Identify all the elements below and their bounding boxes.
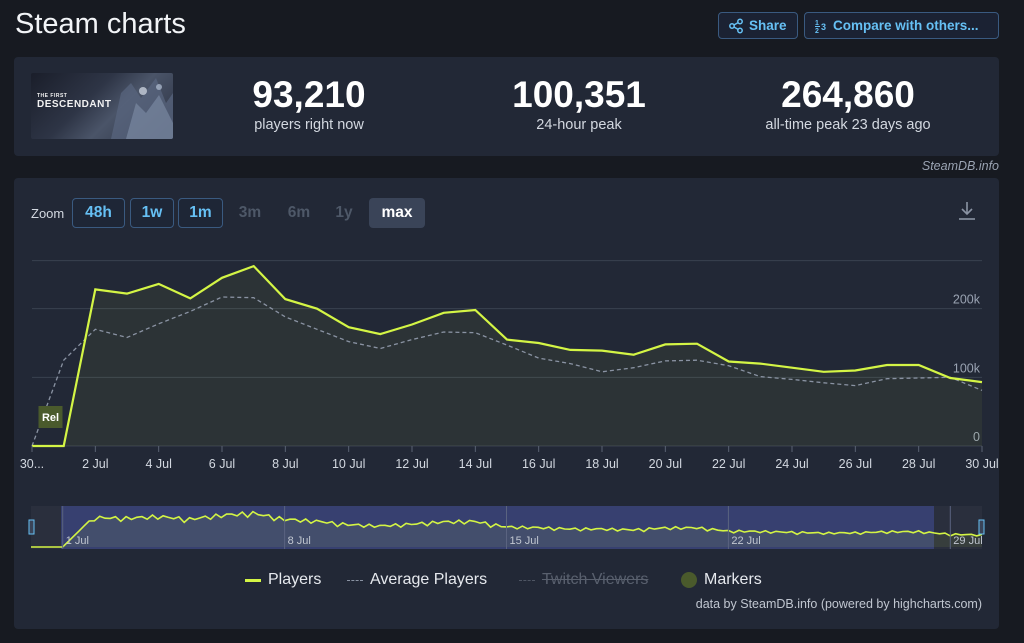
share-icon [729, 18, 743, 33]
compare-button[interactable]: 1 2 3 Compare with others... [804, 12, 999, 39]
game-logo-line2: DESCENDANT [37, 99, 112, 110]
svg-text:3: 3 [821, 22, 826, 32]
x-tick-label: 2 Jul [82, 457, 108, 471]
legend-twitch-viewers[interactable]: Twitch Viewers [519, 571, 648, 589]
average-swatch [347, 579, 363, 581]
x-tick-label: 28 Jul [902, 457, 935, 471]
legend-twitch-label: Twitch Viewers [542, 571, 649, 588]
players-line [32, 264, 983, 448]
legend-average-label: Average Players [370, 571, 488, 588]
svg-text:1: 1 [815, 20, 819, 27]
legend-players-label: Players [268, 571, 322, 588]
stat-label: players right now [254, 117, 364, 133]
stat-value: 93,210 [252, 74, 366, 115]
share-button[interactable]: Share [718, 12, 798, 39]
compare-label: Compare with others... [833, 18, 979, 33]
x-tick-label: 30 Jul [965, 457, 998, 471]
legend-markers-label: Markers [704, 571, 762, 588]
zoom-max-button[interactable]: max [369, 198, 425, 228]
average-players-line [31, 296, 983, 447]
navigator-selection[interactable] [61, 506, 934, 549]
stat-current-players: 93,210 players right now [214, 74, 404, 134]
x-tick-label: 22 Jul [712, 457, 745, 471]
game-art-illustration [111, 78, 173, 139]
download-icon[interactable] [957, 200, 977, 222]
stat-value: 100,351 [512, 74, 646, 115]
stat-value: 264,860 [781, 74, 915, 115]
x-tick-label: 26 Jul [839, 457, 872, 471]
release-marker[interactable] [38, 406, 63, 428]
x-tick-label: 12 Jul [395, 457, 428, 471]
game-logo-line1: THE FIRST [37, 93, 68, 99]
x-tick-label: 18 Jul [585, 457, 618, 471]
stat-24h-peak: 100,351 24-hour peak [484, 74, 674, 134]
chart-navigator[interactable]: 1 Jul 8 Jul 15 Jul 22 Jul 29 Jul [14, 504, 999, 552]
twitch-swatch [519, 579, 535, 581]
y-tick-label: 200k [953, 293, 981, 307]
stat-label: all-time peak 23 days ago [765, 117, 931, 133]
zoom-3m-button[interactable]: 3m [238, 204, 262, 221]
x-tick-label: 24 Jul [775, 457, 808, 471]
steamdb-credit-link[interactable]: SteamDB.info [921, 159, 999, 173]
navigator-tick-label: 29 Jul [953, 535, 982, 547]
y-tick-label: 100k [953, 361, 981, 375]
players-area-fill [32, 266, 982, 446]
sort-numbers-icon: 1 2 3 [815, 20, 826, 34]
zoom-1w-button[interactable]: 1w [130, 198, 174, 228]
legend-average-players[interactable]: Average Players [347, 571, 487, 589]
players-swatch [245, 578, 261, 582]
player-count-chart[interactable]: 0 100k 200k Rel 30... 2 Jul 4 Jul 6 Jul 8 Jul 1… [14, 230, 999, 500]
share-label: Share [749, 18, 787, 33]
legend-markers[interactable]: Markers [681, 571, 762, 589]
x-tick-label: 8 Jul [272, 457, 298, 471]
stat-label: 24-hour peak [536, 117, 622, 133]
x-tick-label: 16 Jul [522, 457, 555, 471]
x-tick-label: 14 Jul [459, 457, 492, 471]
legend-players[interactable]: Players [245, 571, 321, 589]
navigator-right-handle[interactable] [978, 519, 985, 535]
x-tick-label: 10 Jul [332, 457, 365, 471]
x-tick-label: 6 Jul [209, 457, 235, 471]
x-tick-label: 4 Jul [145, 457, 171, 471]
chart-panel: Zoom 48h 1w 1m 3m 6m 1y max 0 100k 200k Re… [14, 178, 999, 629]
navigator-tick-label: 15 Jul [510, 535, 539, 547]
svg-text:2: 2 [815, 28, 819, 34]
navigator-tick-label: 8 Jul [288, 535, 311, 547]
highcharts-credit[interactable]: data by SteamDB.info (powered by highcha… [695, 597, 982, 611]
page-title: Steam charts [15, 8, 186, 40]
navigator-tick-label: 22 Jul [731, 535, 760, 547]
zoom-1m-button[interactable]: 1m [178, 198, 223, 228]
zoom-48h-button[interactable]: 48h [72, 198, 125, 228]
game-logo: THE FIRST DESCENDANT [37, 93, 111, 110]
zoom-label: Zoom [31, 206, 65, 221]
x-tick-label: 30... [20, 457, 44, 471]
markers-swatch [681, 572, 697, 588]
navigator-tick-label: 1 Jul [66, 535, 89, 547]
zoom-1y-button[interactable]: 1y [335, 204, 353, 221]
y-tick-label: 0 [973, 430, 980, 444]
release-marker-label: Rel [42, 412, 59, 424]
zoom-6m-button[interactable]: 6m [287, 204, 311, 221]
navigator-left-handle[interactable] [28, 519, 35, 535]
game-banner-image[interactable]: THE FIRST DESCENDANT [31, 73, 173, 139]
x-tick-label: 20 Jul [649, 457, 682, 471]
stat-all-time-peak: 264,860 all-time peak 23 days ago [738, 74, 958, 134]
stats-panel: THE FIRST DESCENDANT 93,210 players righ… [14, 57, 999, 156]
